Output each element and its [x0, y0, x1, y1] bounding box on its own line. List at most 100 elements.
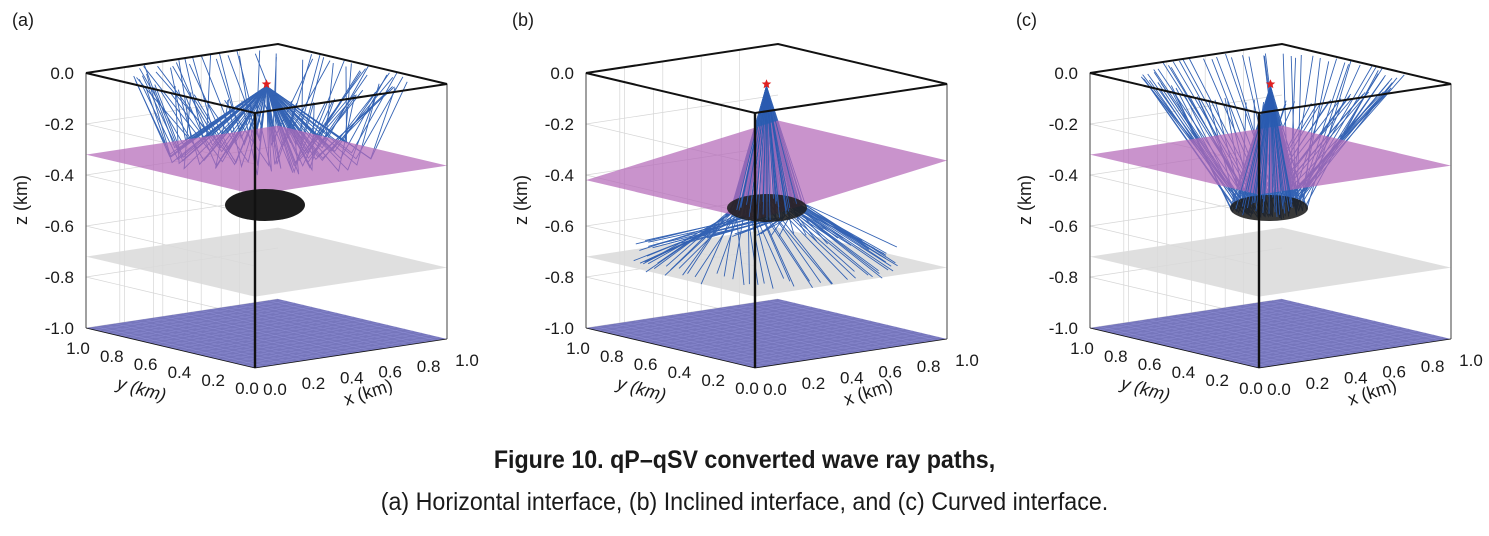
y-tick-label: 0.2: [701, 371, 725, 390]
mesh-line: [739, 304, 909, 346]
x-tick-label: 0.0: [1267, 380, 1291, 399]
ray-path: [1264, 86, 1271, 202]
mesh-line: [691, 311, 861, 353]
z-tick-label: -0.6: [45, 217, 74, 236]
source-star-icon: [761, 79, 772, 89]
mesh-line: [619, 306, 812, 337]
mesh-line: [749, 303, 919, 344]
panel-label: (a): [12, 10, 34, 30]
z-tick-label: -0.4: [45, 166, 74, 185]
mesh-line: [602, 302, 795, 333]
mesh-line: [758, 301, 928, 343]
mesh-line: [1243, 304, 1413, 346]
plot-box: [585, 42, 948, 369]
panel-label: (c): [1016, 10, 1037, 30]
z-tick-label: -0.4: [1049, 166, 1078, 185]
mesh-line: [611, 304, 804, 335]
panel-a: (a) 0.0 -0.2 -0.4 -0.6 -0.8 -1.0 z (km) 1.0 0.8 0.…: [11, 10, 479, 410]
mesh-line: [210, 308, 380, 350]
z-tick-label: -0.8: [545, 268, 574, 287]
z-tick-label: -1.0: [1049, 319, 1078, 338]
z-tick-label: -0.2: [45, 115, 74, 134]
z-axis-label: z (km): [11, 175, 31, 225]
plot-box: [85, 42, 448, 369]
mesh-line: [170, 318, 363, 349]
x-tick-label: 0.0: [263, 380, 287, 399]
mesh-line: [645, 312, 838, 343]
z-tick-label: -1.0: [545, 319, 574, 338]
lower-interface-plane: [1090, 227, 1451, 297]
mesh-line: [1115, 304, 1308, 335]
mesh-line: [1140, 310, 1333, 341]
x-tick-label: 1.0: [455, 351, 479, 370]
mesh-line: [701, 310, 871, 351]
mesh-line: [145, 312, 338, 343]
mesh-line: [1166, 316, 1359, 347]
mesh-line: [1106, 302, 1299, 333]
x-tick-label: 0.8: [417, 357, 441, 376]
figure-caption-title: Figure 10. qP–qSV converted wave ray pat…: [493, 446, 996, 474]
mesh-line: [191, 311, 361, 353]
ray-path: [1235, 86, 1271, 210]
y-tick-label: 0.0: [235, 379, 259, 398]
x-tick-label: 0.2: [802, 374, 826, 393]
y-tick-label: 0.8: [100, 347, 124, 366]
z-tick-label: -0.2: [545, 115, 574, 134]
mesh-line: [1224, 307, 1394, 348]
x-tick-label: 0.4: [840, 368, 864, 387]
mesh-line: [1205, 310, 1375, 351]
ray-path: [1270, 86, 1274, 198]
y-tick-label: 0.6: [634, 355, 658, 374]
plot-box: [1089, 42, 1452, 369]
mesh-line: [1149, 312, 1342, 343]
y-tick-label: 0.0: [735, 379, 759, 398]
ray-path: [766, 86, 797, 204]
y-tick-label: 1.0: [566, 339, 590, 358]
mesh-line: [239, 304, 409, 346]
mesh-line: [1214, 308, 1384, 350]
ray-path: [766, 86, 768, 202]
top-frame: [585, 42, 948, 115]
ray-path: [1268, 86, 1271, 197]
ray-path: [1270, 86, 1292, 208]
ray-path: [1270, 86, 1286, 203]
y-tick-label: 0.2: [1205, 371, 1229, 390]
bottom-surface-mesh: [94, 300, 439, 367]
ray-path: [736, 86, 767, 211]
x-tick-label: 1.0: [1459, 351, 1483, 370]
panel-c: (c) 0.0 -0.2 -0.4 -0.6 -0.8 -1.0 z (km) 1.0 0.8 0.…: [1015, 10, 1483, 410]
top-frame: [85, 42, 448, 115]
x-tick-label: 0.4: [340, 368, 364, 387]
bottom-surface-mesh: [594, 300, 939, 367]
mesh-line: [1262, 301, 1432, 343]
reflector-ellipse: [225, 189, 305, 221]
y-axis-label: y (km): [113, 373, 168, 406]
z-tick-label: -0.6: [1049, 217, 1078, 236]
ray-path: [1270, 86, 1280, 203]
y-tick-label: 0.4: [1172, 363, 1196, 382]
x-tick-label: 0.6: [378, 363, 402, 382]
mesh-line: [628, 308, 821, 339]
mesh-line: [1272, 300, 1442, 341]
y-tick-label: 0.6: [1138, 355, 1162, 374]
ray-path: [740, 86, 767, 207]
mesh-line: [136, 310, 329, 341]
top-frame: [1089, 42, 1452, 115]
ray-path: [762, 86, 767, 202]
grid-line: [585, 43, 779, 114]
z-tick-label: -0.8: [45, 268, 74, 287]
y-tick-label: 0.8: [600, 347, 624, 366]
mesh-line: [153, 314, 346, 345]
mesh-line: [111, 304, 304, 335]
x-tick-label: 0.2: [1306, 374, 1330, 393]
ray-path: [1270, 86, 1290, 212]
ray-path: [766, 86, 771, 221]
mesh-line: [653, 314, 846, 345]
bottom-frame: [1089, 327, 1452, 369]
figure-panels: (a) 0.0 -0.2 -0.4 -0.6 -0.8 -1.0 z (km) 1.0 0.8 0.…: [11, 10, 1483, 410]
z-tick-label: -1.0: [45, 319, 74, 338]
ray-path: [766, 86, 780, 208]
mesh-line: [201, 310, 371, 351]
x-tick-label: 0.6: [878, 363, 902, 382]
interface-plane: [86, 125, 447, 195]
